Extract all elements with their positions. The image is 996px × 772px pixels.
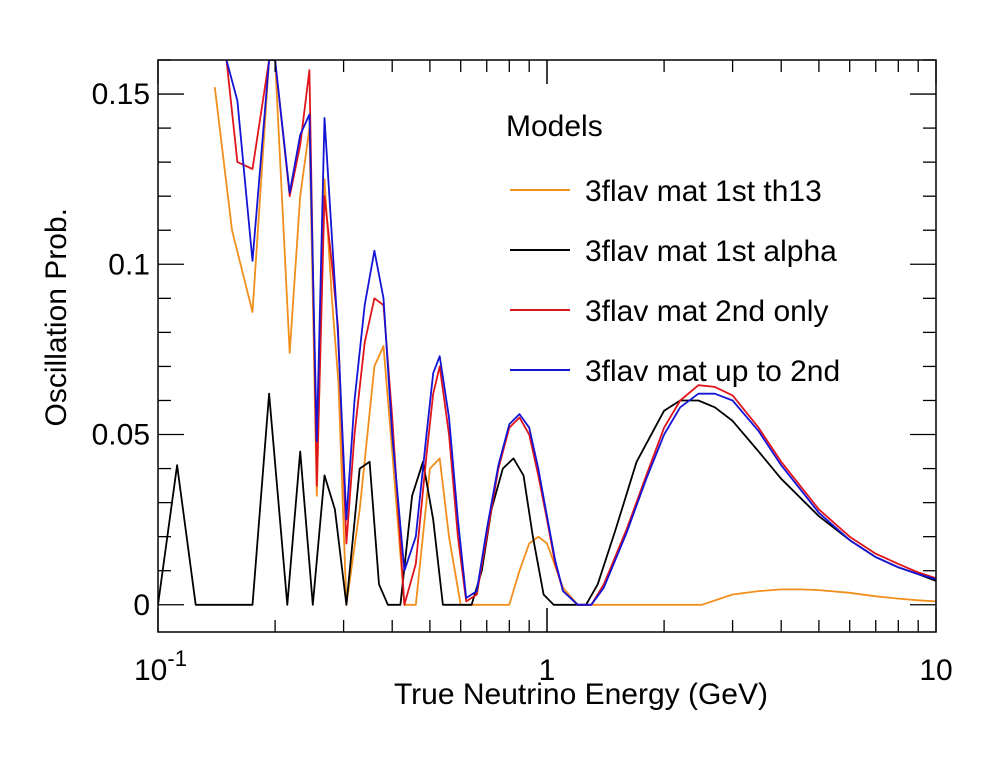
legend-entry-label: 3flav mat 1st alpha: [585, 235, 837, 268]
legend-title: Models: [506, 110, 603, 143]
y-axis-label: Oscillation Prob.: [40, 208, 73, 426]
y-tick-label: 0.15: [92, 78, 150, 111]
legend-entry-label: 3flav mat 2nd only: [585, 295, 828, 328]
legend-entry-label: 3flav mat 1st th13: [585, 175, 822, 208]
legend-entry-label: 3flav mat up to 2nd: [585, 355, 840, 388]
tick-labels: 0 0.05 0.1 0.15 10-1 1 10: [92, 78, 953, 687]
y-tick-label: 0: [133, 589, 150, 622]
x-axis-label: True Neutrino Energy (GeV): [394, 678, 768, 711]
series-line-4: [225, 60, 936, 606]
legend: Models 3flav mat 1st th13 3flav mat 1st a…: [506, 110, 840, 388]
x-tick-label: 10-1: [134, 646, 187, 687]
x-tick-label: 10: [919, 654, 952, 687]
x-tick-label: 1: [539, 654, 556, 687]
axis-ticks: [157, 59, 937, 632]
y-tick-label: 0.1: [108, 248, 150, 281]
series-layer: [158, 60, 936, 606]
plot-frame: [157, 59, 937, 633]
y-tick-label: 0.05: [92, 419, 150, 452]
